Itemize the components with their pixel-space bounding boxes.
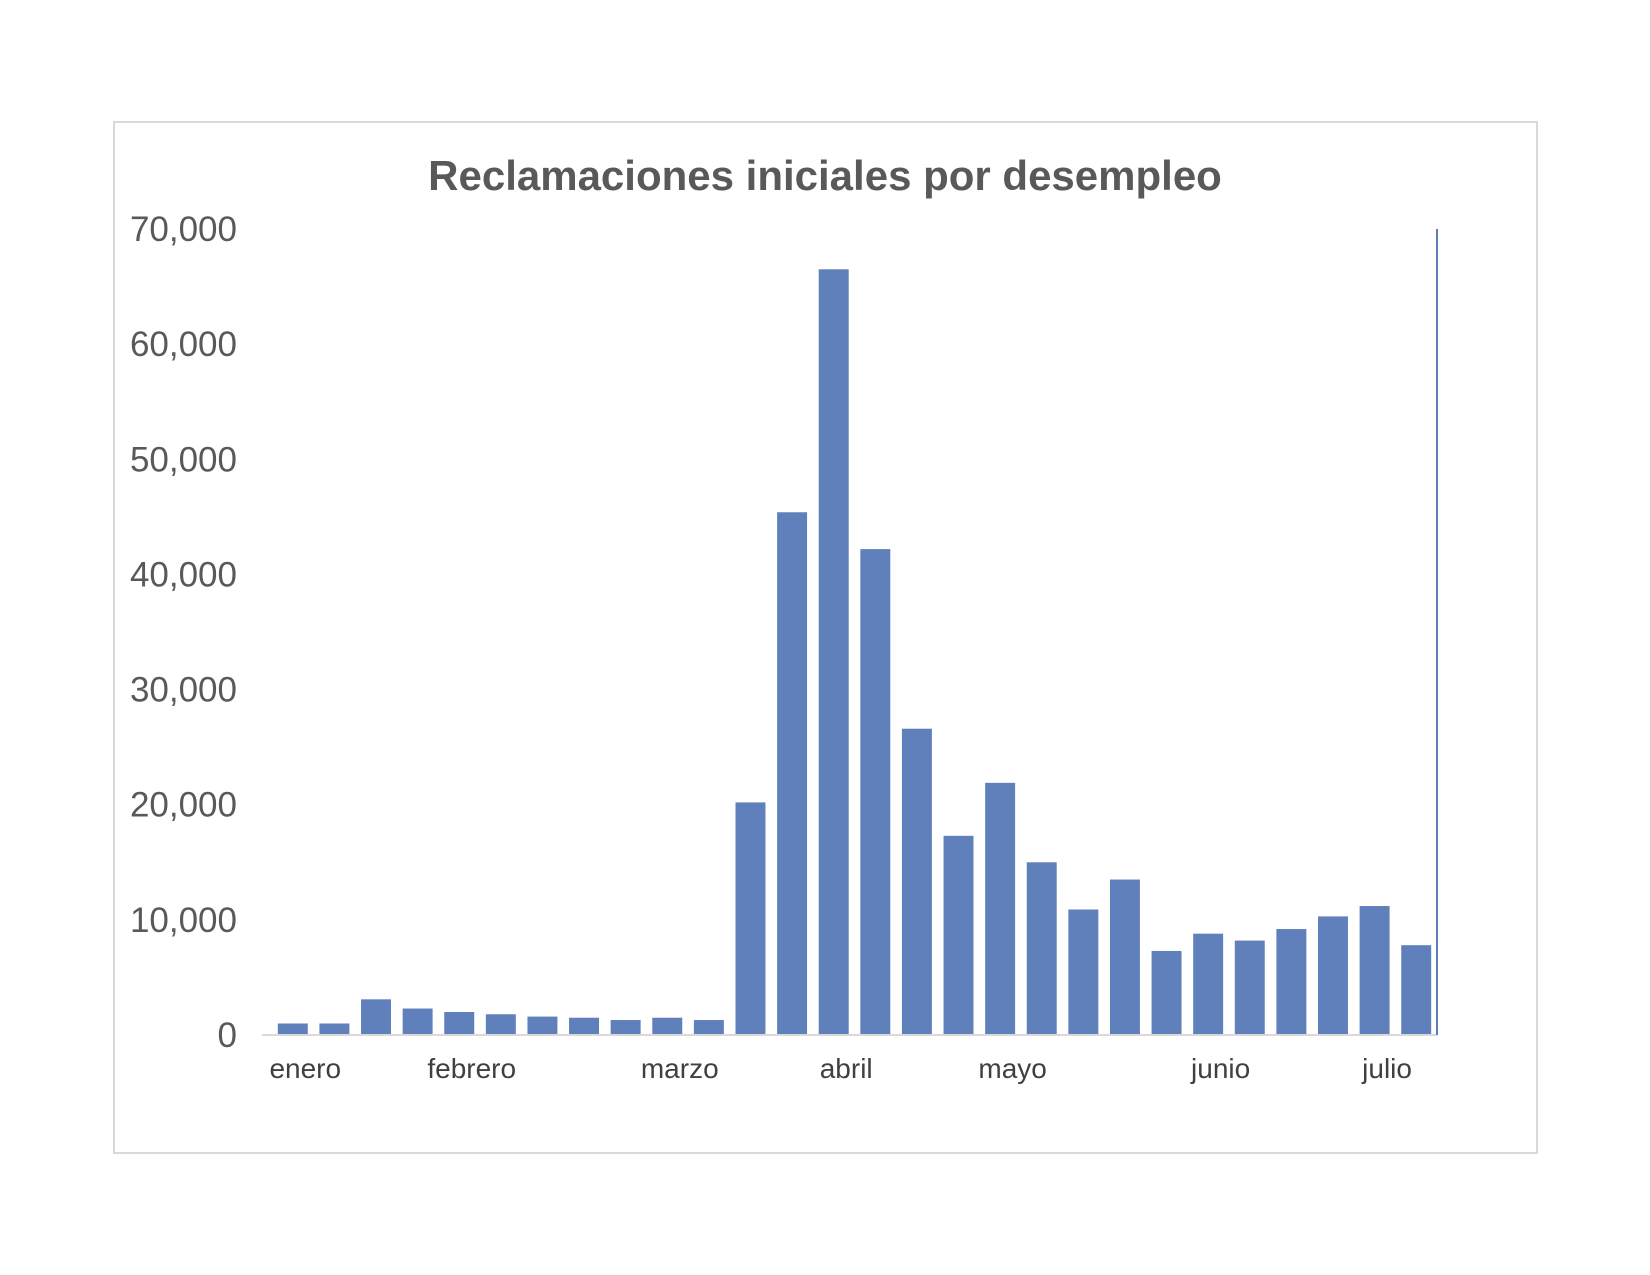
bar-series	[277, 269, 1432, 1035]
bar	[1234, 940, 1265, 1035]
bar	[860, 549, 891, 1035]
y-tick-label: 30,000	[130, 671, 237, 710]
bar	[1318, 916, 1348, 1035]
bar	[485, 1014, 516, 1035]
bar	[319, 1023, 350, 1035]
bar	[569, 1017, 600, 1035]
y-axis-ticks: 0 10,000 20,000 30,000 40,000 50,000 60,000 70,…	[130, 210, 237, 1055]
bar	[777, 512, 808, 1035]
x-tick-label: marzo	[641, 1053, 719, 1084]
bar	[1109, 879, 1140, 1035]
bar	[361, 999, 391, 1035]
x-tick-label: mayo	[978, 1053, 1046, 1084]
x-tick-label: abril	[820, 1053, 873, 1084]
chart-title: Reclamaciones iniciales por desempleo	[428, 152, 1222, 199]
bar	[1276, 929, 1307, 1035]
y-tick-label: 20,000	[130, 786, 237, 825]
x-tick-label: junio	[1190, 1053, 1250, 1084]
y-tick-label: 40,000	[130, 555, 237, 594]
bar	[1401, 945, 1432, 1035]
x-axis-ticks: enero febrero marzo abril mayo junio julio	[269, 1053, 1411, 1084]
y-tick-label: 60,000	[130, 325, 237, 364]
bar	[693, 1020, 724, 1035]
bar-chart: Reclamaciones iniciales por desempleo 0 1…	[130, 152, 1438, 1084]
y-tick-label: 50,000	[130, 440, 237, 479]
bar	[1193, 933, 1224, 1035]
chart-frame: Reclamaciones iniciales por desempleo 0 1…	[113, 121, 1538, 1154]
x-tick-label: febrero	[427, 1053, 516, 1084]
y-tick-label: 10,000	[130, 901, 237, 940]
bar	[943, 835, 974, 1035]
x-tick-label: enero	[269, 1053, 341, 1084]
bar	[1026, 862, 1057, 1035]
bar	[1151, 950, 1182, 1035]
y-tick-label: 0	[218, 1016, 237, 1055]
bar	[818, 269, 849, 1035]
bar	[735, 802, 766, 1035]
bar	[402, 1008, 433, 1035]
bar	[277, 1023, 308, 1035]
bar	[985, 782, 1016, 1035]
bar	[527, 1016, 558, 1035]
x-tick-label: julio	[1361, 1053, 1412, 1084]
bar	[652, 1017, 683, 1035]
bar	[1359, 906, 1390, 1035]
y-tick-label: 70,000	[130, 210, 237, 249]
bar	[610, 1020, 641, 1035]
bar	[1068, 909, 1099, 1035]
bar	[444, 1011, 475, 1035]
bar	[901, 728, 932, 1035]
